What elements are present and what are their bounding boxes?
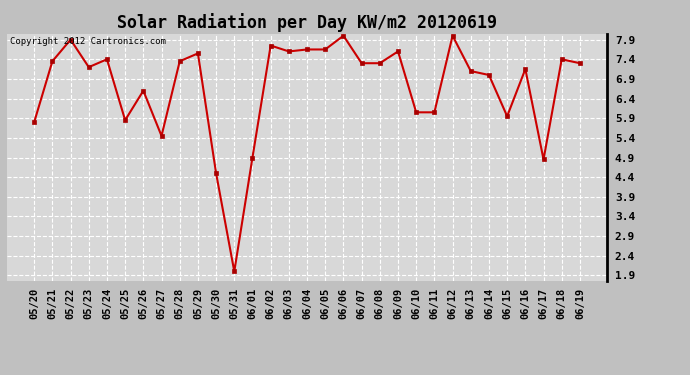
Text: Copyright 2012 Cartronics.com: Copyright 2012 Cartronics.com [10,38,166,46]
Title: Solar Radiation per Day KW/m2 20120619: Solar Radiation per Day KW/m2 20120619 [117,13,497,32]
